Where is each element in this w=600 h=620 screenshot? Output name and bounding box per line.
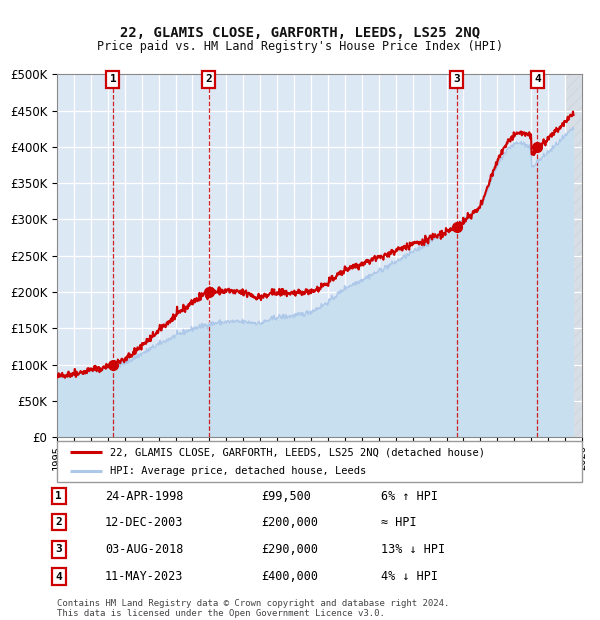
Text: 2: 2	[55, 517, 62, 527]
Text: 22, GLAMIS CLOSE, GARFORTH, LEEDS, LS25 2NQ: 22, GLAMIS CLOSE, GARFORTH, LEEDS, LS25 …	[120, 26, 480, 40]
Text: 1: 1	[110, 74, 116, 84]
Text: £290,000: £290,000	[261, 543, 318, 556]
Text: 2: 2	[205, 74, 212, 84]
Text: This data is licensed under the Open Government Licence v3.0.: This data is licensed under the Open Gov…	[57, 609, 385, 618]
FancyBboxPatch shape	[57, 441, 582, 482]
Text: ≈ HPI: ≈ HPI	[381, 516, 416, 528]
Text: 4: 4	[534, 74, 541, 84]
Text: Price paid vs. HM Land Registry's House Price Index (HPI): Price paid vs. HM Land Registry's House …	[97, 40, 503, 53]
Text: 11-MAY-2023: 11-MAY-2023	[105, 570, 184, 583]
Text: 24-APR-1998: 24-APR-1998	[105, 490, 184, 502]
Text: 03-AUG-2018: 03-AUG-2018	[105, 543, 184, 556]
Text: £99,500: £99,500	[261, 490, 311, 502]
Text: 22, GLAMIS CLOSE, GARFORTH, LEEDS, LS25 2NQ (detached house): 22, GLAMIS CLOSE, GARFORTH, LEEDS, LS25 …	[110, 448, 485, 458]
Text: Contains HM Land Registry data © Crown copyright and database right 2024.: Contains HM Land Registry data © Crown c…	[57, 599, 449, 608]
Text: 3: 3	[454, 74, 460, 84]
Bar	[565, 74, 590, 437]
Text: 3: 3	[55, 544, 62, 554]
Text: 13% ↓ HPI: 13% ↓ HPI	[381, 543, 445, 556]
Text: £200,000: £200,000	[261, 516, 318, 528]
Text: 4% ↓ HPI: 4% ↓ HPI	[381, 570, 438, 583]
Text: 6% ↑ HPI: 6% ↑ HPI	[381, 490, 438, 502]
Text: HPI: Average price, detached house, Leeds: HPI: Average price, detached house, Leed…	[110, 466, 366, 476]
Text: £400,000: £400,000	[261, 570, 318, 583]
Text: 12-DEC-2003: 12-DEC-2003	[105, 516, 184, 528]
Text: 4: 4	[55, 572, 62, 582]
Text: 1: 1	[55, 491, 62, 501]
